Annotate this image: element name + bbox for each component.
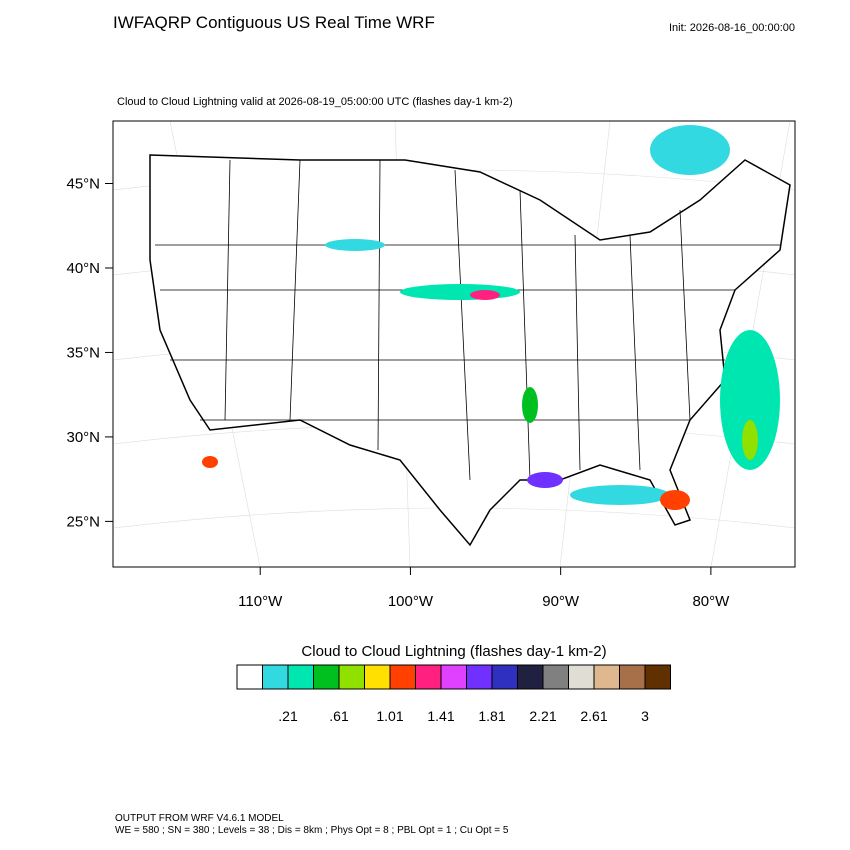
init-time: Init: 2026-08-16_00:00:00 <box>669 22 795 34</box>
map-border <box>112 120 796 568</box>
lightning-patches <box>202 125 780 510</box>
x-tick-label: 90°W <box>542 593 580 610</box>
us-outline <box>149 154 791 547</box>
lightning-patch <box>720 330 780 470</box>
lightning-patch <box>570 485 670 505</box>
subtitle: Cloud to Cloud Lightning valid at 2026-0… <box>117 96 513 108</box>
colorbar-box <box>542 664 569 690</box>
colorbar-box <box>517 664 544 690</box>
colorbar-box <box>389 664 416 690</box>
colorbar-label: 2.21 <box>529 708 556 724</box>
footer-line: WE = 580 ; SN = 380 ; Levels = 38 ; Dis … <box>115 825 509 836</box>
footer-line: OUTPUT FROM WRF V4.6.1 MODEL <box>115 813 284 824</box>
colorbar-label: .21 <box>278 708 298 724</box>
colorbar-box <box>287 664 314 690</box>
colorbar-box <box>644 664 671 690</box>
lightning-patch <box>650 125 730 175</box>
x-tick-label: 80°W <box>692 593 730 610</box>
colorbar-box <box>593 664 620 690</box>
colorbar-box <box>262 664 289 690</box>
x-tick-label: 110°W <box>238 593 283 610</box>
colorbar-box <box>313 664 340 690</box>
lightning-patch <box>742 420 758 460</box>
colorbar-box <box>619 664 646 690</box>
map <box>112 120 796 568</box>
colorbar-label: 3 <box>641 708 649 724</box>
y-tick-label: 30°N <box>66 429 100 446</box>
title: IWFAQRP Contiguous US Real Time WRF <box>113 13 435 32</box>
colorbar-label: 1.41 <box>427 708 454 724</box>
lightning-patch <box>470 290 500 300</box>
colorbar-label: 1.01 <box>376 708 403 724</box>
y-tick-label: 45°N <box>66 176 100 193</box>
lightning-patch <box>527 472 563 488</box>
lightning-patch <box>202 456 218 468</box>
colorbar-box <box>236 664 263 690</box>
colorbar-title: Cloud to Cloud Lightning (flashes day-1 … <box>301 643 606 660</box>
lightning-patch <box>325 239 385 251</box>
colorbar-label: 2.61 <box>580 708 607 724</box>
colorbar-box <box>440 664 467 690</box>
colorbar-box <box>491 664 518 690</box>
colorbar-box <box>338 664 365 690</box>
y-tick-label: 25°N <box>66 513 100 530</box>
y-tick-label: 40°N <box>66 260 100 277</box>
colorbar-box <box>466 664 493 690</box>
y-tick-label: 35°N <box>66 344 100 361</box>
colorbar-box <box>568 664 595 690</box>
lightning-patch <box>400 284 520 300</box>
x-tick-label: 100°W <box>388 593 434 610</box>
colorbar-box <box>415 664 442 690</box>
colorbar-box <box>364 664 391 690</box>
colorbar-label: .61 <box>329 708 349 724</box>
colorbar-label: 1.81 <box>478 708 505 724</box>
lightning-patch <box>522 387 538 423</box>
lightning-patch <box>660 490 690 510</box>
